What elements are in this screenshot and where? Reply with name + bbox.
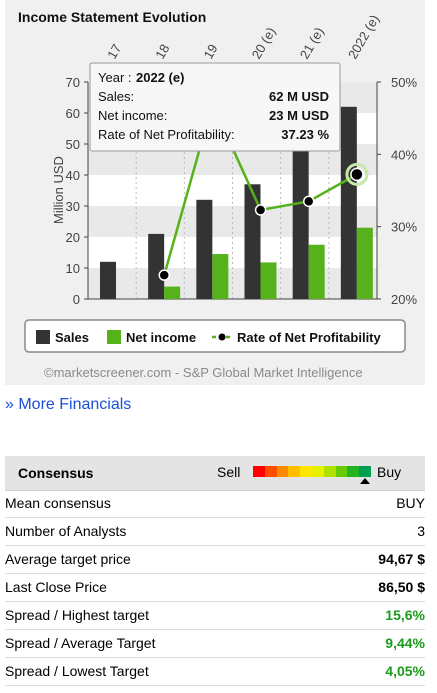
y-tick-label: 70 — [66, 75, 80, 90]
consensus-row-value: 3 — [417, 523, 425, 539]
consensus-title: Consensus — [18, 465, 94, 481]
consensus-row-label: Last Close Price — [5, 579, 107, 595]
net-income-bar — [356, 227, 373, 299]
chart-title: Income Statement Evolution — [18, 9, 207, 25]
consensus-row-label: Spread / Highest target — [5, 607, 149, 623]
tooltip-box — [89, 62, 341, 152]
rate-point — [303, 195, 315, 208]
chart-copyright: ©marketscreener.com - S&P Global Market … — [44, 365, 363, 380]
scale-segment — [359, 466, 371, 477]
legend-net-income-label: Net income — [126, 330, 196, 345]
consensus-header: Consensus Sell Buy — [5, 456, 425, 491]
tooltip-row-label: Net income: — [98, 108, 167, 123]
rate-point-highlight — [345, 162, 369, 186]
y-tick-label: 10 — [66, 261, 80, 276]
consensus-row-value: BUY — [396, 495, 425, 511]
scale-segment — [288, 466, 301, 477]
sales-bar — [244, 184, 261, 299]
consensus-row-label: Mean consensus — [5, 495, 111, 511]
y-axis-label: Million USD — [51, 156, 66, 224]
tooltip-row-value: 23 M USD — [269, 108, 329, 123]
x-tick-label: 21 (e) — [297, 25, 327, 62]
net-income-bar — [260, 262, 277, 299]
scale-segment — [276, 466, 289, 477]
sales-bar — [340, 106, 357, 299]
scale-segment — [264, 466, 277, 477]
net-income-bar — [164, 286, 181, 299]
consensus-row: Mean consensus BUY — [5, 490, 425, 518]
x-tick-label: 17 — [104, 41, 124, 61]
net-income-bar — [212, 254, 229, 299]
scale-segment — [323, 466, 336, 477]
scale-sell-label: Sell — [217, 464, 241, 480]
y2-tick-label: 40% — [391, 147, 417, 162]
x-tick-label: 20 (e) — [249, 25, 279, 62]
consensus-row: Average target price 94,67 $ — [5, 546, 425, 574]
net-income-bar — [308, 244, 325, 299]
plot-band — [88, 206, 377, 237]
y-tick-label: 0 — [73, 292, 80, 307]
legend-sales-swatch — [36, 330, 50, 344]
legend-net-income-swatch — [107, 330, 121, 344]
y-tick-label: 50 — [66, 137, 80, 152]
tooltip-year-label: Year : — [98, 70, 132, 85]
scale-segment — [335, 466, 348, 477]
consensus-row: Number of Analysts 3 — [5, 518, 425, 546]
consensus-row-value: 94,67 $ — [378, 551, 425, 567]
consensus-row: Last Close Price 86,50 $ — [5, 574, 425, 602]
chart-svg[interactable]: 0 10 20 30 40 50 60 70 Million USD 20% 30% 40% 50% 17… — [5, 0, 425, 385]
consensus-row-label: Number of Analysts — [5, 523, 127, 539]
scale-buy-label: Buy — [377, 464, 402, 480]
y2-tick-label: 50% — [391, 75, 417, 90]
y-tick-label: 60 — [66, 106, 80, 121]
tooltip-row-value: 62 M USD — [269, 89, 329, 104]
consensus-row-value: 86,50 $ — [378, 579, 425, 595]
legend-rate-dot — [218, 333, 226, 341]
consensus-row-value: 4,05% — [385, 663, 425, 679]
y-tick-label: 30 — [66, 199, 80, 214]
consensus-row-value: 15,6% — [385, 607, 425, 623]
sales-bar — [100, 261, 116, 299]
y-tick-label: 20 — [66, 230, 80, 245]
tooltip-row-label: Rate of Net Profitability: — [98, 127, 235, 142]
consensus-row: Spread / Average Target 9,44% — [5, 630, 425, 658]
x-tick-label: 2022 (e) — [345, 12, 382, 61]
sales-bar — [292, 144, 309, 299]
rate-point — [158, 269, 170, 281]
rate-point — [254, 204, 267, 216]
tooltip-year-value: 2022 (e) — [136, 70, 184, 85]
more-financials-link[interactable]: » More Financials — [5, 396, 132, 413]
tooltip-row-value: 37.23 % — [281, 127, 329, 142]
scale-segment — [347, 466, 360, 477]
x-tick-label: 18 — [152, 41, 172, 61]
rate-point — [350, 167, 364, 182]
x-tick-label: 19 — [200, 41, 220, 61]
y2-tick-label: 30% — [391, 220, 417, 235]
consensus-row: Spread / Highest target 15,6% — [5, 602, 425, 630]
scale-segment — [311, 466, 324, 477]
consensus-row-label: Spread / Lowest Target — [5, 663, 149, 679]
scale-segment — [253, 466, 265, 477]
y-tick-label: 40 — [66, 168, 80, 183]
tooltip-row-label: Sales: — [98, 89, 134, 104]
consensus-marker-icon — [360, 478, 370, 484]
consensus-row-value: 9,44% — [385, 635, 425, 651]
income-statement-chart: Income Statement Evolution 0 10 20 30 40 50 60… — [5, 0, 425, 385]
legend-sales-label: Sales — [55, 330, 89, 345]
consensus-scale-bar — [253, 466, 371, 477]
consensus-row-label: Average target price — [5, 551, 131, 567]
sales-bar — [148, 233, 165, 299]
legend-rate-label: Rate of Net Profitability — [237, 330, 382, 345]
scale-segment — [300, 466, 312, 477]
y2-tick-label: 20% — [391, 292, 417, 307]
sales-bar — [196, 199, 213, 299]
consensus-row: Spread / Lowest Target 4,05% — [5, 658, 425, 686]
consensus-row-label: Spread / Average Target — [5, 635, 156, 651]
